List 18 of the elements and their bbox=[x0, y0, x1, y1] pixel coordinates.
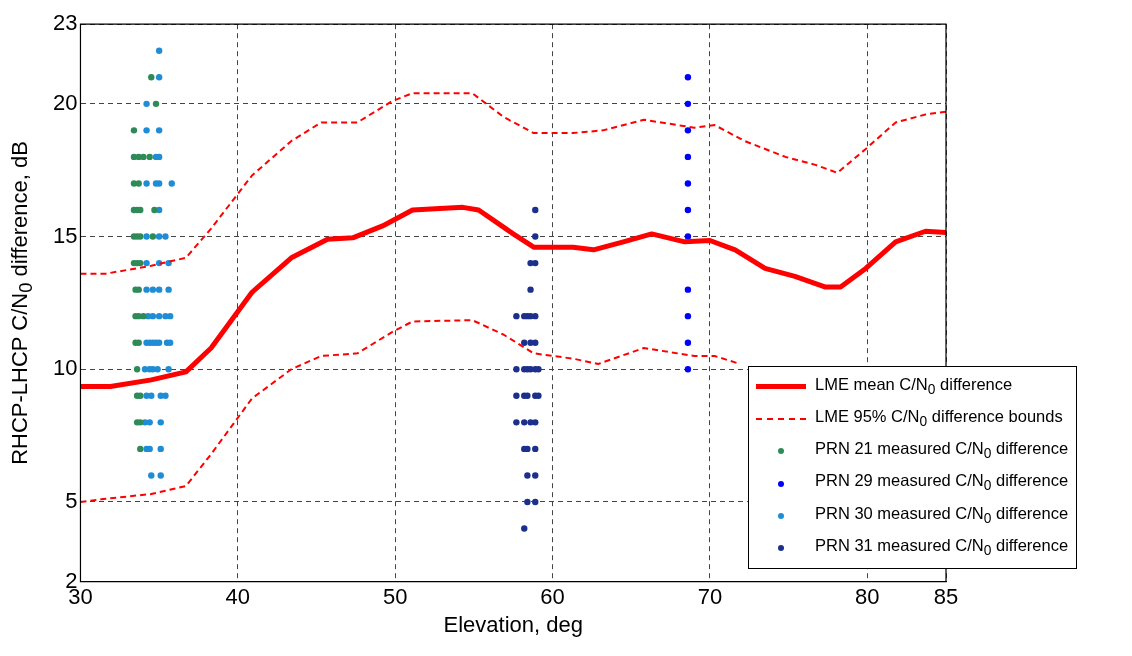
y-tick-label: 10 bbox=[52, 355, 78, 381]
legend-label: LME mean C/N$_{0}$ difference bbox=[815, 373, 1013, 399]
legend-label: PRN 29 measured C/N$_{0}$ difference bbox=[815, 470, 1069, 496]
y-tick-label: 20 bbox=[52, 89, 78, 115]
y-tick-label: 23 bbox=[52, 10, 78, 36]
legend-label: PRN 31 measured C/N$_{0}$ difference bbox=[815, 535, 1069, 561]
legend-label: PRN 21 measured C/N$_{0}$ difference bbox=[815, 438, 1069, 464]
x-axis-title: Elevation, deg bbox=[443, 611, 583, 638]
x-tick-label: 50 bbox=[382, 583, 408, 609]
legend-label: PRN 30 measured C/N$_{0}$ difference bbox=[815, 502, 1069, 529]
x-tick-label: 80 bbox=[855, 583, 880, 609]
x-tick-label: 60 bbox=[540, 583, 565, 609]
y-tick-label: 15 bbox=[52, 222, 78, 248]
x-tick-label: 85 bbox=[933, 583, 959, 609]
legend-label: LME 95% C/N$_{0}$ difference bounds bbox=[815, 405, 1063, 432]
y-tick-label: 5 bbox=[65, 488, 78, 514]
x-tick-label: 40 bbox=[225, 583, 251, 609]
x-tick-label: 70 bbox=[697, 583, 723, 609]
